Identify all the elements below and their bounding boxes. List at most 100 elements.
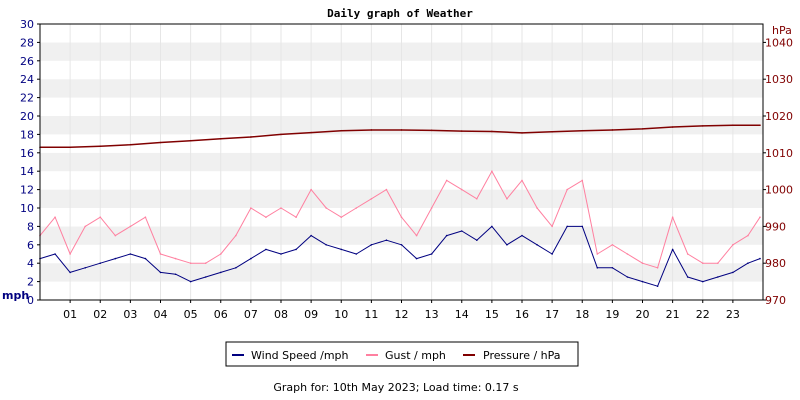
gust-line-point [235, 234, 237, 237]
wind-speed-line-point [491, 225, 493, 228]
legend: Wind Speed /mph Gust / mph Pressure / hP… [225, 341, 579, 367]
right-tick-label: 1000 [765, 184, 793, 197]
gust-line-point [506, 198, 508, 200]
x-tick-label: 07 [244, 308, 258, 321]
wind-speed-line-point [476, 239, 478, 241]
pressure-line-point [340, 129, 343, 132]
gust-line-point [430, 207, 433, 209]
left-tick-label: 14 [20, 165, 34, 178]
wind-speed-line-point [460, 230, 463, 232]
pressure-line-point [430, 129, 433, 132]
pressure-line-point [219, 138, 222, 140]
wind-speed-line-point [355, 253, 358, 255]
gust-line-point [400, 216, 403, 218]
pressure-series [39, 124, 761, 149]
gust-line-point [701, 262, 704, 265]
gust-line-point [626, 253, 629, 255]
left-tick-label: 2 [27, 276, 34, 289]
x-axis-ticks: 01 02 03 04 05 06 07 08 09 10 11 12 13 14 15 16 17 18 19 20… [63, 300, 740, 321]
wind-speed-line-point [641, 280, 644, 283]
pressure-line-point [189, 139, 192, 142]
right-tick-label: 980 [765, 257, 786, 270]
wind-speed-line-point [340, 248, 343, 251]
right-tick-label: 990 [765, 220, 786, 233]
gust-line-point [204, 262, 207, 265]
gust-line-point [280, 207, 282, 209]
legend-box [225, 341, 579, 367]
x-tick-label: 21 [666, 308, 680, 321]
left-tick-label: 30 [20, 18, 34, 31]
left-axis-unit: mph [2, 289, 29, 302]
pressure-line-point [310, 131, 312, 134]
pressure-line-point [400, 129, 403, 131]
gust-line-point [581, 179, 584, 182]
gust-line-point [385, 188, 388, 191]
left-tick-label: 12 [20, 184, 34, 197]
x-tick-label: 15 [485, 308, 499, 321]
x-tick-label: 22 [696, 308, 710, 321]
gust-line-point [310, 188, 312, 191]
x-tick-label: 09 [304, 308, 318, 321]
wind-speed-line-point [99, 262, 102, 265]
pressure-line-point [732, 124, 734, 126]
wind-speed-line-point [536, 244, 538, 246]
left-tick-label: 28 [20, 36, 34, 49]
wind-speed-line-point [400, 244, 403, 246]
wind-speed-line-point [189, 280, 192, 283]
wind-speed-line-point [295, 248, 297, 251]
left-tick-label: 24 [20, 73, 34, 86]
gust-line-point [370, 198, 373, 200]
gust-line-point [759, 216, 761, 218]
wind-speed-line-point [415, 257, 418, 260]
wind-speed-line-point [84, 267, 86, 269]
gust-line-point [295, 216, 297, 218]
gust-line-point [566, 188, 568, 191]
wind-speed-line-point [581, 225, 584, 228]
wind-speed-line-point [626, 276, 629, 278]
gust-line-point [671, 216, 674, 218]
gust-line-point [445, 179, 448, 182]
left-tick-label: 6 [27, 239, 34, 252]
gust-line-point [174, 257, 177, 260]
x-tick-label: 04 [154, 308, 168, 321]
x-tick-label: 10 [334, 308, 348, 321]
legend-pressure-label: Pressure / hPa [483, 349, 561, 362]
left-tick-label: 20 [20, 110, 34, 123]
gust-line-point [476, 198, 478, 200]
wind-speed-line-point [551, 253, 553, 255]
pressure-line-point [611, 129, 614, 131]
wind-speed-line-point [521, 234, 523, 237]
wind-speed-line-point [747, 262, 749, 265]
right-tick-label: 1030 [765, 73, 793, 86]
wind-speed-line-point [235, 267, 237, 269]
gust-line-point [732, 244, 734, 246]
wind-speed-line-point [159, 271, 162, 274]
right-axis-ticks: 970 980 990 1000 1010 1020 1030 1040 [763, 36, 793, 307]
right-axis-unit: hPa [772, 24, 792, 37]
gust-line-point [114, 234, 117, 237]
wind-speed-line-point [596, 267, 599, 269]
wind-speed-line-point [219, 271, 222, 274]
pressure-line-point [551, 131, 553, 133]
wind-speed-line-point [506, 244, 508, 246]
left-tick-label: 22 [20, 92, 34, 105]
left-tick-label: 8 [27, 220, 34, 233]
wind-speed-line-point [445, 234, 448, 237]
gust-line-point [717, 262, 719, 265]
wind-speed-line-point [759, 257, 761, 260]
pressure-line-point [581, 129, 584, 132]
x-tick-label: 23 [726, 308, 740, 321]
wind-speed-line-point [385, 239, 388, 241]
wind-speed-line-point [717, 276, 719, 278]
gust-line-point [129, 225, 132, 228]
gust-line-point [536, 207, 538, 209]
wind-speed-line-point [671, 248, 674, 251]
x-tick-label: 12 [395, 308, 409, 321]
wind-speed-line-point [430, 253, 433, 255]
gust-line-point [747, 234, 749, 237]
x-tick-label: 18 [575, 308, 589, 321]
x-tick-label: 14 [455, 308, 469, 321]
gust-line-point [596, 253, 599, 255]
wind-speed-line-point [174, 273, 177, 276]
gust-line-point [189, 262, 192, 265]
